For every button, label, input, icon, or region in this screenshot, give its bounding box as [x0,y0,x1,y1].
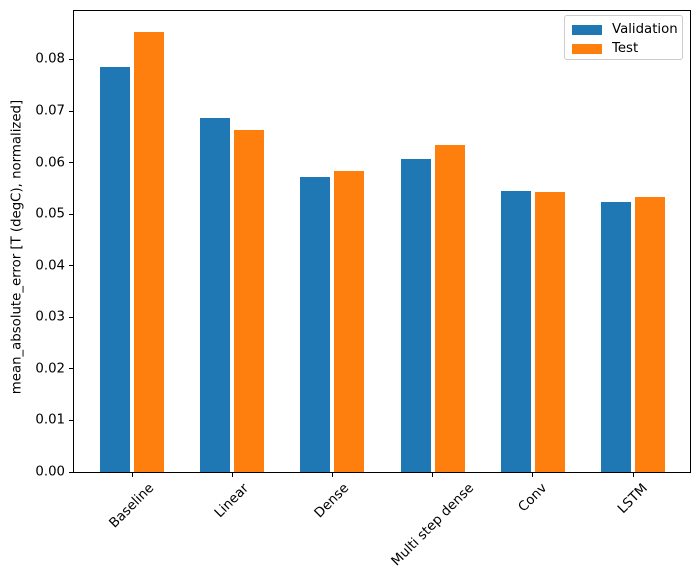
bar-test-baseline [134,32,164,472]
y-tick-mark-0.01 [69,419,73,421]
y-tick-label-0.08: 0.08 [35,51,65,67]
test-color-swatch [572,43,602,54]
bar-test-lstm [635,196,665,472]
x-tick-label-dense: Dense [312,480,353,522]
y-tick-label-0.05: 0.05 [35,206,65,222]
y-tick-mark-0.07 [69,110,73,112]
y-tick-label-0.04: 0.04 [35,258,65,274]
validation-color-swatch [572,24,602,35]
x-tick-label-conv: Conv [515,481,551,516]
bar-test-dense [334,170,365,472]
y-tick-mark-0.05 [69,213,73,215]
bar-validation-linear [200,118,231,472]
legend: Validation Test [564,15,683,60]
bar-validation-baseline [100,66,130,472]
legend-entry-test: Test [572,39,682,58]
x-tick-mark-multi-step-dense [432,473,434,477]
y-tick-mark-0.02 [69,368,73,370]
bar-validation-dense [300,176,331,472]
y-tick-label-0.07: 0.07 [35,103,65,119]
y-tick-label-0.02: 0.02 [35,361,65,377]
x-tick-mark-conv [532,473,534,477]
y-tick-label-0.03: 0.03 [35,309,65,325]
y-tick-label-0.01: 0.01 [35,412,65,428]
y-tick-label-0.06: 0.06 [35,155,65,171]
bar-test-conv [534,192,565,472]
y-tick-mark-0.04 [69,265,73,267]
y-tick-mark-0.08 [69,58,73,60]
bar-validation-multi-step-dense [400,159,431,472]
legend-label-test: Test [612,41,639,56]
bar-test-multi-step-dense [434,145,465,472]
y-tick-mark-0.06 [69,162,73,164]
x-tick-label-lstm: LSTM [615,480,651,517]
plot-area [73,10,691,473]
x-tick-mark-dense [331,473,333,477]
y-axis-label: mean_absolute_error [T (degC), normalize… [9,99,25,395]
x-tick-mark-linear [231,473,233,477]
x-tick-label-multi-step-dense: Multi step dense [388,481,477,570]
bar-validation-conv [500,190,531,472]
bar-validation-lstm [601,201,631,472]
x-tick-mark-baseline [131,473,133,477]
legend-label-validation: Validation [612,22,678,37]
x-tick-label-baseline: Baseline [106,480,158,532]
bar-test-linear [234,129,265,472]
y-tick-mark-0.03 [69,316,73,318]
x-tick-mark-lstm [632,473,634,477]
y-tick-label-0.00: 0.00 [35,464,65,480]
x-tick-label-linear: Linear [212,480,253,521]
legend-entry-validation: Validation [572,20,682,39]
y-tick-mark-0.00 [69,471,73,473]
